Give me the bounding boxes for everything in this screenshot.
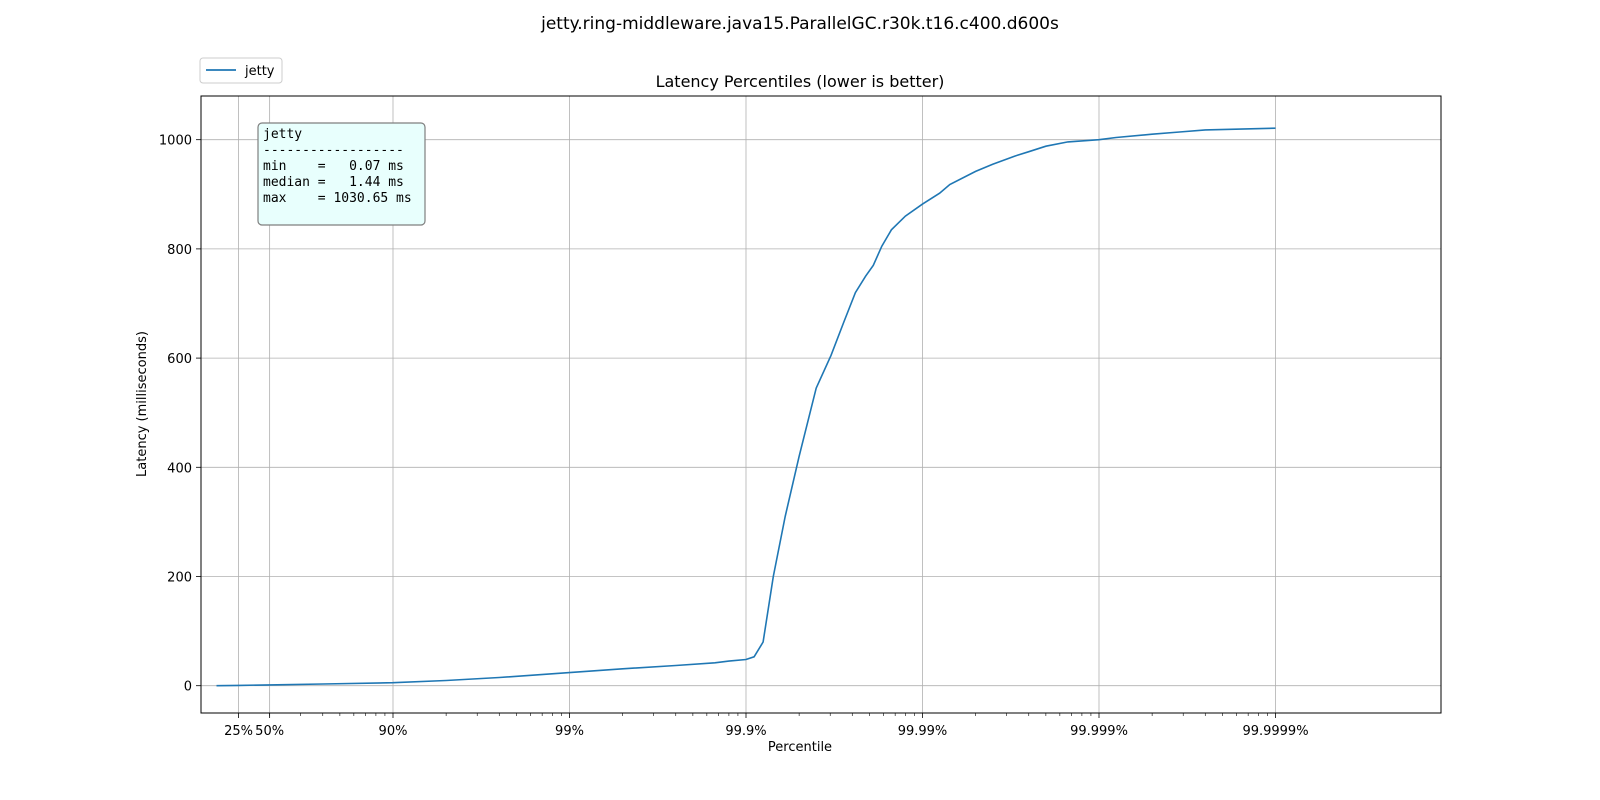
legend-box bbox=[199, 57, 283, 84]
y-tick-label: 0 bbox=[184, 680, 192, 695]
x-tick-label: 99% bbox=[555, 724, 584, 739]
x-tick-label: 25% bbox=[224, 724, 253, 739]
stats-line-median: median = 1.44 ms bbox=[263, 175, 404, 190]
x-tick-label: 99.999% bbox=[1070, 724, 1128, 739]
plot-frame bbox=[200, 95, 1442, 714]
y-tick-label: 600 bbox=[167, 352, 192, 367]
x-tick-label: 50% bbox=[255, 724, 284, 739]
y-axis-ticks: 0 200 400 600 800 1000 bbox=[159, 134, 201, 695]
x-axis-label: Percentile bbox=[768, 740, 832, 755]
stats-line-min: min = 0.07 ms bbox=[263, 159, 404, 174]
stats-box-frame bbox=[257, 122, 426, 226]
stats-box: jetty ------------------ min = 0.07 ms m… bbox=[257, 122, 426, 226]
y-tick-label: 200 bbox=[167, 570, 192, 585]
x-tick-label: 90% bbox=[379, 724, 408, 739]
legend: jetty bbox=[199, 57, 283, 84]
figure-title: jetty.ring-middleware.java15.ParallelGC.… bbox=[540, 14, 1059, 34]
stats-line-name: jetty bbox=[263, 127, 302, 142]
y-axis-label: Latency (milliseconds) bbox=[135, 331, 150, 477]
x-tick-label: 99.9% bbox=[725, 724, 766, 739]
stats-line-max: max = 1030.65 ms bbox=[263, 191, 412, 206]
y-tick-label: 400 bbox=[167, 461, 192, 476]
y-tick-label: 1000 bbox=[159, 134, 192, 149]
x-tick-label: 99.99% bbox=[898, 724, 948, 739]
legend-label-jetty: jetty bbox=[244, 64, 275, 79]
stats-line-separator: ------------------ bbox=[263, 143, 404, 158]
series-line-jetty bbox=[216, 127, 1276, 687]
y-tick-label: 800 bbox=[167, 243, 192, 258]
grid-lines bbox=[201, 96, 1441, 713]
x-tick-label: 99.9999% bbox=[1242, 724, 1308, 739]
chart-title: Latency Percentiles (lower is better) bbox=[656, 72, 945, 91]
x-axis-ticks: 25% 50% 90% 99% 99.9% 99.99% 99.999% 99.9999% bbox=[224, 713, 1309, 739]
